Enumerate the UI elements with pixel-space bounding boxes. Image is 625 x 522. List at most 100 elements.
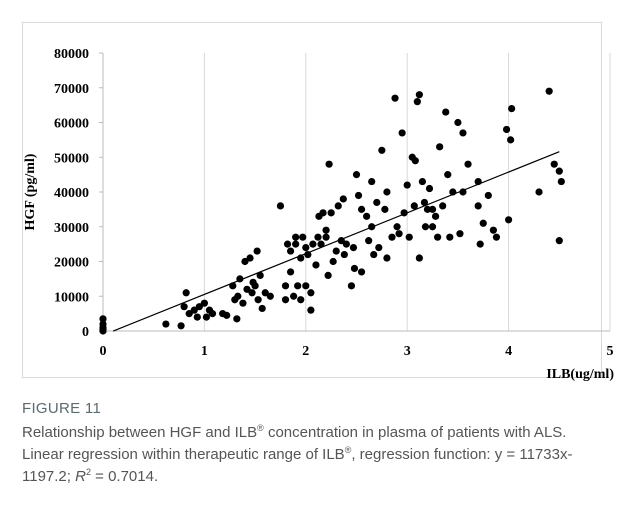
y-tick-label: 0 (82, 325, 89, 340)
data-point (223, 311, 231, 319)
data-point (368, 177, 376, 186)
data-point (307, 306, 315, 314)
data-point (202, 313, 211, 321)
data-point (507, 136, 515, 144)
x-tick-label: 5 (607, 344, 614, 359)
data-point (436, 143, 444, 151)
data-point (428, 223, 437, 231)
x-tick-label: 4 (505, 344, 512, 359)
x-axis-label: ILB(ug/ml) (546, 367, 614, 382)
data-point (442, 108, 450, 116)
y-axis-label: HGF (pg/ml) (23, 153, 38, 230)
data-point (256, 271, 264, 279)
data-point (185, 310, 193, 318)
data-point (357, 268, 366, 276)
data-point (319, 209, 327, 217)
data-point (99, 320, 107, 328)
data-point (258, 304, 266, 313)
caption-sup: 2 (85, 467, 91, 477)
data-point (195, 303, 203, 311)
data-point (281, 296, 290, 304)
data-point (99, 325, 107, 333)
data-point (398, 129, 406, 137)
data-point (234, 292, 242, 300)
data-point (162, 320, 170, 328)
data-point (340, 250, 348, 259)
data-point (456, 230, 464, 238)
data-point (180, 303, 188, 311)
data-point (325, 160, 333, 168)
data-point (550, 160, 558, 168)
data-point (415, 254, 423, 262)
data-point (349, 244, 358, 252)
y-tick-label: 70000 (54, 82, 89, 97)
data-point (243, 285, 251, 293)
data-point (342, 240, 350, 248)
data-point (302, 282, 310, 290)
caption-part: , regression function: y = 11733x-1197.2… (22, 446, 573, 485)
data-point (420, 198, 429, 207)
data-point (177, 322, 185, 330)
data-point (391, 94, 399, 102)
data-point (459, 129, 467, 137)
y-tick-label: 40000 (54, 186, 89, 201)
data-point (339, 195, 347, 203)
data-point (413, 98, 421, 106)
data-point (290, 292, 298, 300)
data-point (354, 191, 363, 200)
data-point (421, 223, 430, 231)
data-point (415, 91, 423, 99)
caption-part: = 0.7014. (90, 468, 159, 485)
data-point (327, 209, 335, 217)
y-tick-label: 60000 (54, 117, 89, 132)
data-point (292, 240, 300, 248)
trendline (112, 151, 560, 332)
data-point (99, 315, 107, 323)
data-point (479, 219, 487, 227)
chart-frame (22, 22, 602, 378)
data-point (505, 216, 513, 224)
data-point (261, 289, 269, 297)
data-point (423, 205, 432, 213)
y-tick-label: 50000 (54, 151, 89, 166)
data-point (403, 181, 411, 189)
data-point (557, 177, 565, 186)
data-point (405, 233, 413, 241)
data-point (239, 299, 247, 307)
data-point (283, 240, 292, 248)
data-point (383, 254, 391, 262)
data-point (410, 202, 418, 210)
data-point (378, 146, 386, 154)
data-point (322, 233, 330, 241)
data-point (350, 264, 359, 273)
data-point (352, 171, 361, 179)
caption-sup: ® (257, 423, 264, 433)
y-tick-label: 80000 (54, 47, 89, 62)
data-point (299, 233, 307, 241)
caption-italic: R (75, 468, 86, 485)
data-point (276, 202, 285, 210)
data-point (439, 202, 447, 210)
data-point (555, 167, 563, 175)
data-point (411, 157, 419, 165)
data-point (266, 292, 274, 300)
data-point (484, 191, 492, 200)
data-point (281, 282, 290, 290)
data-point (193, 313, 201, 321)
data-point (286, 268, 295, 276)
data-point (434, 233, 442, 241)
data-point (502, 125, 511, 134)
data-point (555, 237, 563, 245)
data-point (425, 184, 434, 193)
data-point (317, 240, 325, 248)
data-point (182, 289, 190, 297)
data-point (334, 202, 342, 210)
data-point (357, 205, 366, 213)
data-point (545, 87, 553, 95)
x-tick-label: 1 (201, 344, 208, 359)
data-point (347, 282, 356, 290)
data-point (381, 205, 389, 213)
data-point (254, 296, 262, 304)
data-point (383, 188, 391, 196)
